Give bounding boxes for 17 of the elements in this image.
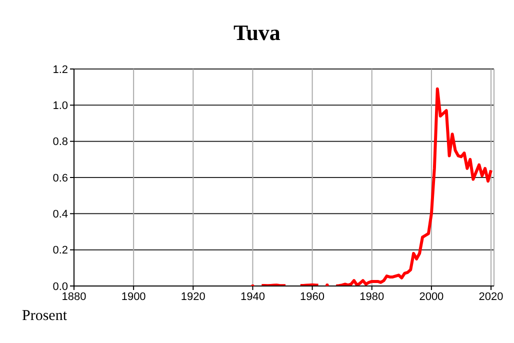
- y-tick-label: 0.6: [52, 172, 68, 184]
- x-tick-label: 1880: [62, 290, 86, 303]
- x-tick-label: 2020: [478, 290, 504, 303]
- y-tick-label: 0.4: [52, 208, 68, 221]
- y-tick-label: 0.8: [52, 136, 68, 148]
- y-tick-label: 1.0: [52, 100, 68, 112]
- x-tick-label: 1980: [360, 290, 384, 303]
- y-tick-label: 0.2: [52, 244, 68, 257]
- chart-title: Tuva: [232, 20, 282, 46]
- x-tick-label: 1960: [300, 290, 325, 303]
- y-axis-title: Prosent: [22, 308, 67, 325]
- y-tick-label: 0.0: [52, 280, 68, 293]
- y-tick-label: 1.2: [52, 64, 68, 76]
- x-tick-label: 2000: [419, 290, 444, 303]
- x-tick-label: 1920: [180, 290, 206, 303]
- x-tick-label: 1900: [121, 290, 146, 303]
- x-tick-label: 1940: [240, 290, 265, 303]
